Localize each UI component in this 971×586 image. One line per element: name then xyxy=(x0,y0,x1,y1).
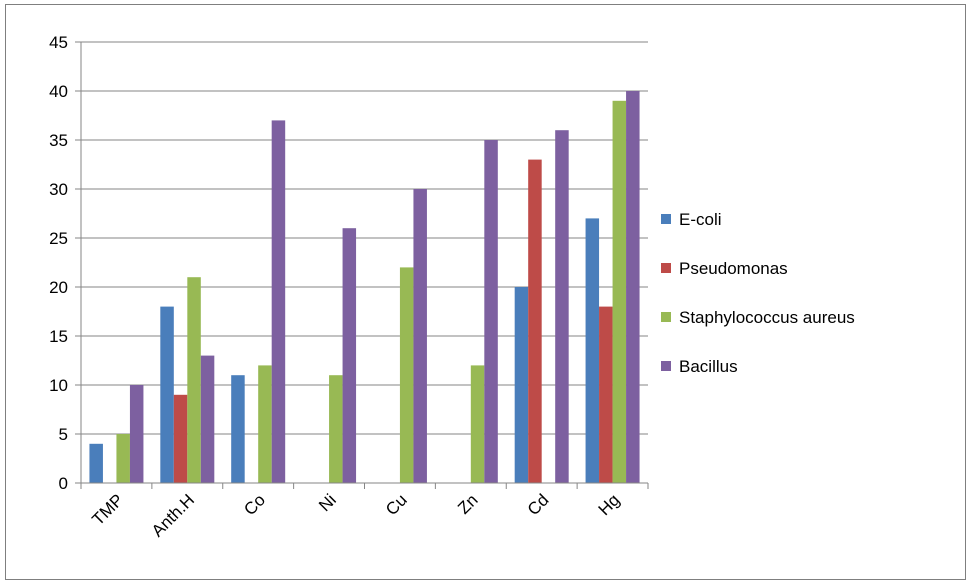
bar-bacillus-cd xyxy=(555,130,569,483)
legend-label-pseudomonas: Pseudomonas xyxy=(679,259,788,278)
legend-swatch-e-coli xyxy=(661,214,671,224)
bar-e-coli-cd xyxy=(514,287,529,483)
y-tick-label: 45 xyxy=(49,33,68,52)
bar-staphylococcus-aureus-tmp xyxy=(116,434,130,483)
x-tick-label: Ni xyxy=(315,490,340,515)
bar-staphylococcus-aureus-co xyxy=(258,365,272,483)
bar-bacillus-hg xyxy=(626,91,640,483)
bar-staphylococcus-aureus-ni xyxy=(329,375,343,483)
legend-swatch-pseudomonas xyxy=(661,263,671,273)
gridlines xyxy=(81,41,648,435)
bar-e-coli-co xyxy=(231,375,245,483)
y-tick-label: 30 xyxy=(49,180,68,199)
bars xyxy=(89,91,640,484)
legend: E-coli Pseudomonas Staphylococcus aureus Ba… xyxy=(661,210,855,376)
bar-staphylococcus-aureus-cu xyxy=(399,267,414,483)
legend-label-e-coli: E-coli xyxy=(679,210,722,229)
chart-frame: 0 5 10 15 20 25 30 35 40 45 TMP Anth.H Co Ni Cu Zn Cd Hg … xyxy=(5,4,966,580)
bar-pseudomonas-cd xyxy=(528,159,542,483)
bar-pseudomonas-anth-h xyxy=(173,394,188,483)
y-tick-label: 40 xyxy=(49,82,68,101)
x-tick-label: TMP xyxy=(88,490,127,529)
bar-bacillus-cu xyxy=(413,189,427,483)
y-tick-label: 0 xyxy=(59,474,68,493)
y-tick-label: 15 xyxy=(49,327,68,346)
y-tick-label: 5 xyxy=(59,425,68,444)
y-tick-label: 20 xyxy=(49,278,68,297)
x-tick-label: Cu xyxy=(382,490,411,519)
bar-e-coli-tmp xyxy=(89,443,103,483)
bar-staphylococcus-aureus-anth-h xyxy=(187,277,201,483)
bar-bacillus-tmp xyxy=(129,385,144,483)
legend-label-bacillus: Bacillus xyxy=(679,357,738,376)
y-tick-label: 10 xyxy=(49,376,68,395)
x-tick-label: Anth.H xyxy=(148,490,198,540)
bar-e-coli-hg xyxy=(585,218,600,483)
legend-label-staphylococcus-aureus: Staphylococcus aureus xyxy=(679,308,855,327)
bar-bacillus-ni xyxy=(342,228,357,483)
y-tick-label: 35 xyxy=(49,131,68,150)
bar-bacillus-co xyxy=(271,120,286,484)
legend-swatch-bacillus xyxy=(661,361,671,371)
x-tick-label: Zn xyxy=(454,490,481,517)
x-tick-label: Cd xyxy=(524,490,553,519)
y-tick-label: 25 xyxy=(49,229,68,248)
bar-bacillus-zn xyxy=(484,140,498,483)
bar-staphylococcus-aureus-hg xyxy=(612,100,627,484)
x-tick-label: Co xyxy=(240,490,269,519)
bar-pseudomonas-hg xyxy=(599,306,613,483)
x-tick-label: Hg xyxy=(595,490,624,519)
bar-e-coli-anth-h xyxy=(160,306,174,483)
bar-bacillus-anth-h xyxy=(200,355,215,483)
legend-swatch-staphylococcus-aureus xyxy=(661,312,671,322)
bar-staphylococcus-aureus-zn xyxy=(470,365,485,483)
